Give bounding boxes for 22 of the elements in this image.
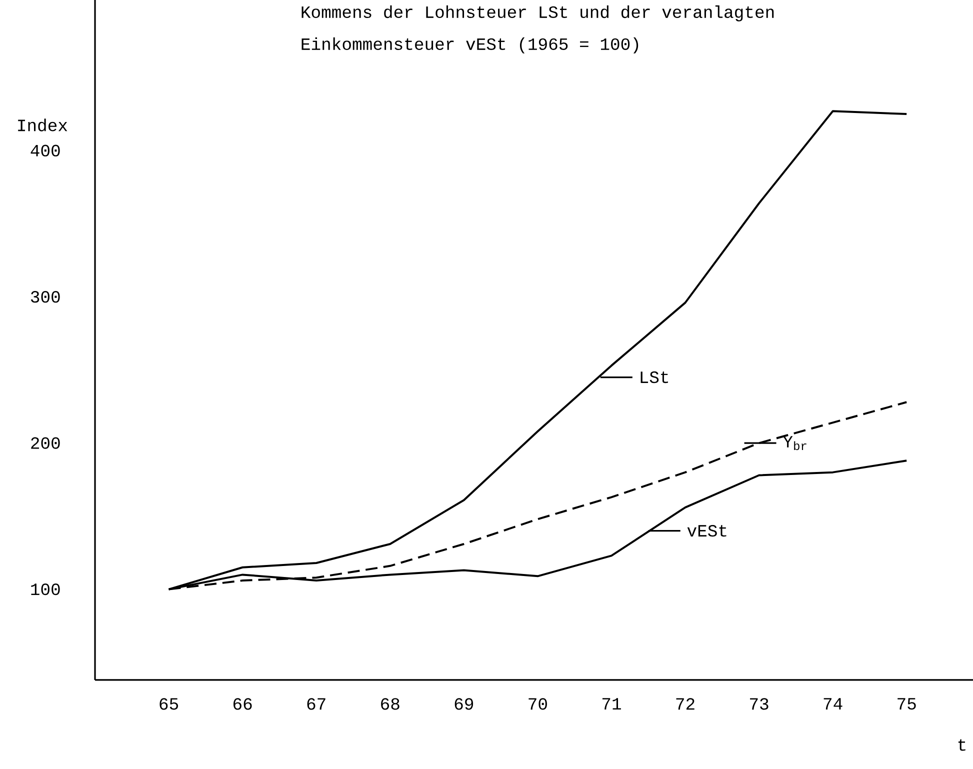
annotation: vESt <box>687 524 726 537</box>
y-tick-label: 400 <box>30 144 60 156</box>
x-tick-label: 69 <box>454 698 474 710</box>
x-tick-label: 65 <box>160 698 178 710</box>
x-tick-label: 72 <box>676 698 694 710</box>
annotation: Y$_{br}$ <box>783 436 806 450</box>
y-tick-label: 100 <box>31 583 60 596</box>
x-tick-label: 70 <box>528 698 547 710</box>
x-tick-label: 67 <box>307 698 326 710</box>
y-tick-label: 300 <box>30 290 60 303</box>
y-tick-label: 200 <box>31 437 60 449</box>
x-axis-title: t <box>958 739 966 751</box>
x-tick-label: 73 <box>750 698 768 710</box>
text: Einkommensteuer vESt (1965 = 100) <box>302 37 638 54</box>
x-tick-label: 68 <box>381 698 400 710</box>
x-tick-label: 71 <box>602 698 621 710</box>
chart-title: Kommens der Lohnsteuer LSt und der veranlagten <box>302 5 774 22</box>
x-tick-label: 74 <box>824 698 842 710</box>
x-tick-label: 75 <box>898 698 916 710</box>
y-axis-title: Index <box>18 118 68 132</box>
annotation: LSt <box>640 371 668 384</box>
x-tick-label: 66 <box>234 698 252 710</box>
